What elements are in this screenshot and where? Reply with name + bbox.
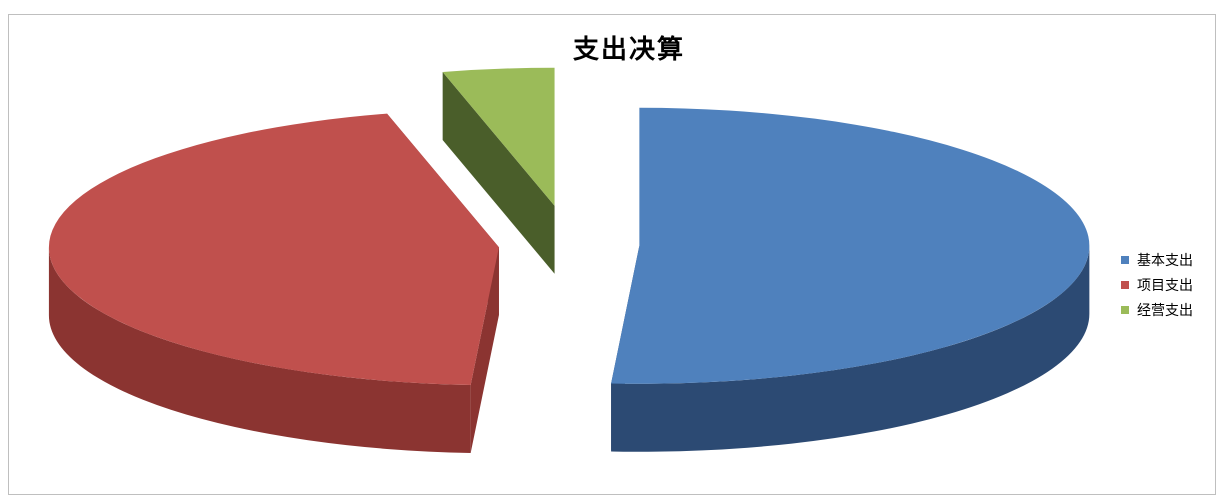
legend-label: 基本支出 (1137, 252, 1193, 269)
legend-item: 项目支出 (1121, 272, 1193, 297)
legend-label: 经营支出 (1137, 302, 1193, 319)
pie-slice-经营支出 (442, 67, 555, 206)
legend-item: 经营支出 (1121, 297, 1193, 322)
legend-item: 基本支出 (1121, 247, 1193, 272)
pie-plot-area (48, 67, 1090, 454)
legend-swatch (1121, 305, 1129, 314)
chart-frame: 支出决算 基本支出项目支出经营支出 (8, 14, 1216, 495)
slice-side-1 (48, 247, 471, 454)
slice-wall-2-0 (442, 72, 555, 274)
legend-label: 项目支出 (1137, 277, 1193, 294)
legend-swatch (1121, 255, 1129, 264)
pie-slice-项目支出 (48, 113, 499, 386)
legend-swatch (1121, 280, 1129, 289)
chart-title: 支出决算 (572, 35, 685, 65)
chart-legend: 基本支出项目支出经营支出 (1121, 247, 1193, 322)
slice-side-0 (611, 245, 1090, 452)
pie-slice-基本支出 (611, 107, 1090, 384)
